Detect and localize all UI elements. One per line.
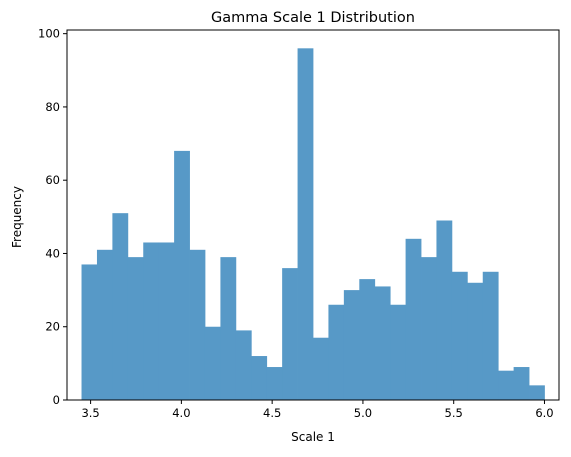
x-tick-label: 5.0 (354, 406, 372, 420)
histogram-bar (266, 367, 283, 400)
histogram-bar (390, 304, 406, 400)
histogram-bar (313, 337, 329, 400)
chart-title: Gamma Scale 1 Distribution (211, 10, 415, 26)
x-tick-label: 4.0 (172, 406, 190, 420)
y-axis-label: Frequency (10, 186, 24, 248)
y-tick-label: 100 (38, 27, 60, 41)
histogram-bar (204, 326, 221, 400)
histogram-bar (297, 48, 314, 400)
histogram-bar (143, 242, 160, 400)
histogram-bar (498, 370, 515, 400)
histogram-bar (251, 356, 268, 400)
histogram-bar (220, 257, 237, 400)
histogram-bar (174, 150, 190, 400)
histogram-bar (513, 367, 530, 400)
x-axis: 3.5 4.0 4.5 5.0 5.5 6.0 (81, 400, 554, 420)
x-tick-label: 5.5 (445, 406, 463, 420)
y-tick-label: 0 (53, 393, 60, 407)
y-tick-label: 80 (45, 100, 60, 114)
plot-frame (66, 29, 560, 401)
x-axis-label: Scale 1 (291, 430, 335, 444)
histogram-bar (328, 304, 345, 400)
histogram-bar (405, 238, 422, 400)
y-tick-label: 20 (45, 320, 60, 334)
histogram-bar (343, 290, 360, 400)
histogram-bar (81, 264, 98, 400)
x-tick-label: 6.0 (535, 406, 553, 420)
histogram-bar (529, 385, 545, 400)
histogram-bar (421, 257, 437, 400)
bars-group (81, 48, 545, 400)
histogram-bar (235, 330, 252, 400)
histogram-bar (112, 213, 129, 400)
histogram-bar (158, 242, 175, 400)
histogram-bar (451, 271, 468, 400)
x-tick-label: 3.5 (81, 406, 99, 420)
histogram-bar (374, 286, 391, 400)
histogram-bar (436, 220, 453, 400)
histogram-bar (282, 268, 298, 400)
y-tick-label: 60 (45, 173, 60, 187)
y-axis: 0 20 40 60 80 100 (38, 27, 67, 407)
histogram-bar (127, 257, 144, 400)
y-tick-label: 40 (45, 246, 60, 260)
histogram-bar (482, 271, 499, 400)
histogram-bar (96, 249, 113, 400)
x-tick-label: 4.5 (263, 406, 281, 420)
histogram-bar (359, 279, 376, 400)
histogram-bar (189, 249, 206, 400)
histogram-bar (467, 282, 484, 400)
